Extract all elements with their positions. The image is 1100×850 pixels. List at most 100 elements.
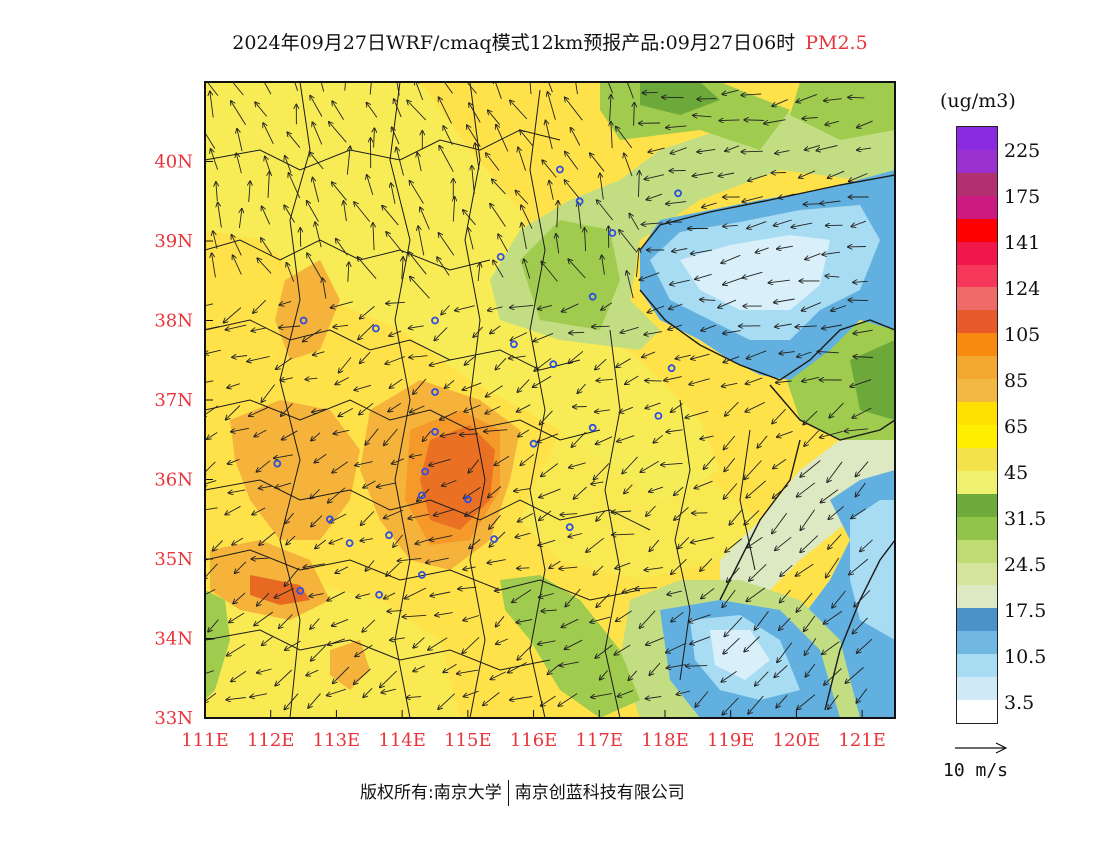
wind-arrow [275, 482, 292, 488]
wind-arrow [669, 303, 683, 309]
wind-arrow [314, 453, 327, 462]
wind-arrow [646, 637, 664, 645]
wind-arrow [725, 538, 743, 552]
wind-arrow [257, 668, 272, 673]
wind-arrow [796, 563, 814, 576]
wind-arrow [672, 249, 688, 252]
wind-arrow [791, 222, 813, 227]
legend-swatch [957, 493, 997, 518]
wind-arrow [261, 384, 276, 403]
wind-arrow [282, 430, 298, 440]
wind-arrow [510, 696, 533, 701]
wind-arrow [723, 356, 740, 363]
wind-arrow [562, 303, 579, 312]
wind-arrow [313, 352, 325, 355]
city-marker [667, 364, 676, 373]
wind-arrow [213, 231, 218, 249]
wind-arrow [407, 101, 427, 121]
wind-arrow [381, 688, 397, 693]
wind-arrow [777, 246, 793, 249]
wind-arrow [723, 331, 741, 334]
wind-arrow [377, 482, 396, 487]
wind-arrow [574, 486, 587, 499]
wind-arrow [389, 330, 402, 336]
wind-arrow [541, 463, 559, 477]
wind-arrow [488, 110, 501, 126]
wind-arrow [645, 568, 664, 571]
wind-arrow [780, 564, 793, 576]
wind-arrow [311, 645, 326, 661]
title-main: 2024年09月27日WRF/cmaq模式12km预报产品:09月27日06时 [232, 32, 796, 54]
wind-arrow [344, 82, 346, 91]
wind-arrow [773, 484, 789, 498]
legend-label: 105 [1004, 324, 1041, 346]
lon-tick-label: 113E [313, 730, 361, 751]
legend-swatch [957, 447, 997, 472]
wind-arrow [257, 460, 271, 472]
city-marker [575, 197, 584, 206]
wind-arrow [541, 695, 556, 706]
wind-arrow [755, 671, 769, 686]
wind-arrow [649, 486, 664, 492]
wind-arrow [495, 588, 509, 591]
wind-arrow [817, 352, 839, 353]
wind-arrow [440, 410, 458, 419]
wind-arrow [339, 357, 352, 372]
wind-arrow [537, 433, 559, 442]
wind-arrow [334, 429, 350, 433]
wind-arrow [218, 203, 222, 228]
wind-arrow [667, 664, 686, 669]
wind-arrow [354, 668, 371, 684]
wind-arrow [723, 637, 740, 654]
wind-arrow [289, 173, 301, 199]
wind-arrow [367, 175, 374, 196]
wind-arrow [493, 260, 504, 278]
wind-arrow [828, 694, 839, 709]
wind-arrow [593, 565, 604, 575]
wind-arrow [281, 403, 293, 417]
wind-arrow [628, 670, 638, 680]
field-orange-west [230, 400, 360, 540]
wind-arrow [725, 145, 740, 151]
wind-arrow [518, 429, 530, 437]
wind-arrow [216, 182, 217, 202]
wind-arrow [463, 210, 476, 226]
wind-arrow [667, 590, 682, 595]
wind-arrow [803, 410, 818, 424]
wind-arrow [646, 505, 656, 516]
wind-reference-arrow [955, 742, 1008, 754]
wind-arrow [430, 358, 453, 365]
city-marker [549, 360, 558, 369]
lon-tick-label: 119E [707, 730, 755, 751]
wind-arrow [746, 377, 763, 384]
wind-arrow [797, 351, 812, 357]
wind-arrow [725, 401, 739, 416]
wind-arrow [549, 181, 554, 200]
wind-arrow [522, 223, 527, 250]
copyright-footer: 版权所有:南京大学 南京创蓝科技有限公司 [360, 778, 685, 806]
legend-label: 225 [1004, 140, 1041, 162]
wind-arrow [848, 300, 869, 301]
wind-arrow [646, 697, 662, 699]
legend-label: 3.5 [1004, 692, 1035, 714]
legend-swatch [957, 218, 997, 243]
wind-arrow [328, 638, 346, 645]
lat-tick-label: 39N [154, 231, 193, 252]
wind-arrow [539, 510, 552, 520]
wind-arrow [233, 592, 246, 604]
wind-arrow [434, 508, 455, 515]
city-marker [371, 324, 380, 333]
wind-arrow [517, 645, 533, 660]
wind-arrow [333, 325, 349, 327]
wind-arrow [596, 593, 610, 607]
wind-arrow [538, 304, 553, 309]
wind-arrow [565, 152, 579, 170]
wind-arrow [805, 253, 821, 260]
wind-arrow [496, 616, 505, 626]
wind-arrow [824, 610, 843, 624]
wind-arrow [356, 593, 371, 598]
wind-arrow [800, 535, 819, 553]
wind-arrow [691, 353, 710, 359]
wind-arrow [335, 566, 349, 573]
wind-arrow [854, 590, 871, 606]
